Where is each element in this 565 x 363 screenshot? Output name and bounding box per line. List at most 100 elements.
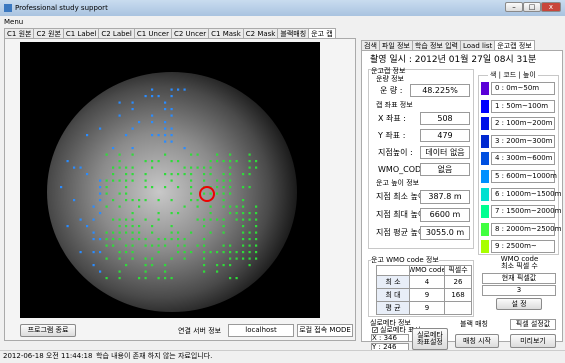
cloud-pixel (190, 186, 193, 189)
row-header: 평 균 (376, 301, 410, 315)
cloud-pixel (99, 192, 102, 195)
cloud-pixel (125, 225, 128, 228)
checkbox-label: 실로메타 표시 (380, 326, 421, 334)
legend-title: 색 | 코드 | 높이 (488, 71, 538, 79)
cloud-pixel (196, 199, 199, 202)
cloud-pixel (216, 270, 219, 273)
cloud-pixel (112, 238, 115, 241)
cloud-pixel (151, 231, 154, 234)
legend-label: 0 : 0m~50m (491, 82, 555, 95)
exit-button[interactable]: 프로그램 종료 (20, 324, 76, 337)
cloud-pixel (151, 257, 154, 260)
cloud-pixel (222, 264, 225, 267)
cloud-pixel (183, 173, 186, 176)
minimize-button[interactable]: – (505, 2, 523, 12)
field-value: 48.225% (410, 84, 470, 97)
current-pixel-value: 3 (482, 285, 556, 296)
cloud-pixel (229, 153, 232, 156)
cloud-pixel (164, 108, 167, 111)
table-cell: 9 (409, 288, 445, 302)
cloud-pixel (99, 186, 102, 189)
field-label: 운 량 : (380, 86, 403, 95)
cloud-pixel (183, 257, 186, 260)
title-bar: Professional study support – □ x (0, 0, 565, 16)
cloud-pixel (203, 218, 206, 221)
cloud-pixel (86, 134, 89, 137)
cloud-pixel (248, 160, 251, 163)
cloud-pixel (112, 199, 115, 202)
matching-button[interactable]: 매칭 시작 (455, 334, 499, 348)
cloud-pixel (170, 199, 173, 202)
cloud-pixel (222, 225, 225, 228)
menu-item[interactable]: Menu (4, 18, 24, 26)
cloud-pixel (235, 205, 238, 208)
cloud-pixel (125, 218, 128, 221)
preview-button[interactable]: 미리보기 (510, 334, 556, 348)
cloud-pixel (216, 264, 219, 267)
close-button[interactable]: x (541, 2, 561, 12)
cloud-pixel (118, 101, 121, 104)
cloud-pixel (196, 244, 199, 247)
field-label: 지점 최대 높이 : (376, 210, 431, 219)
cloud-pixel (248, 264, 251, 267)
cloud-pixel (242, 173, 245, 176)
cloud-pixel (222, 179, 225, 182)
section-title: 운량 정보 (376, 75, 404, 83)
cloud-pixel (118, 251, 121, 254)
cloud-pixel (157, 244, 160, 247)
cloud-pixel (131, 251, 134, 254)
cloud-pixel (105, 179, 108, 182)
cloud-pixel (170, 179, 173, 182)
cloud-pixel (125, 199, 128, 202)
cloud-pixel (144, 160, 147, 163)
target-circle (199, 186, 215, 202)
cloud-pixel (242, 186, 245, 189)
server-field: localhost (228, 324, 294, 337)
ceilometer-button[interactable]: 실로메타 좌표설정 (412, 328, 448, 350)
section-title: 캡 좌표 정보 (376, 101, 413, 109)
cloud-pixel (235, 212, 238, 215)
cloud-pixel (177, 160, 180, 163)
cloud-pixel (177, 244, 180, 247)
cloud-pixel (203, 257, 206, 260)
cloud-pixel (138, 205, 141, 208)
cloud-pixel (190, 231, 193, 234)
table-cell: 26 (444, 275, 472, 289)
cloud-pixel (157, 218, 160, 221)
legend-swatch (481, 82, 489, 95)
cloud-pixel (131, 108, 134, 111)
maximize-button[interactable]: □ (523, 2, 541, 12)
group-title: 실로메타 정보 (370, 319, 411, 327)
cloud-pixel (92, 264, 95, 267)
checkbox[interactable]: ✓ (372, 327, 379, 334)
cloud-pixel (118, 153, 121, 156)
cloud-pixel (209, 218, 212, 221)
cloud-pixel (229, 244, 232, 247)
cloud-pixel (229, 173, 232, 176)
field-value: 508 (420, 112, 470, 125)
cloud-pixel (157, 199, 160, 202)
cloud-pixel (177, 186, 180, 189)
set-button[interactable]: 설 정 (496, 298, 542, 310)
cloud-pixel (242, 225, 245, 228)
cloud-pixel (170, 127, 173, 130)
cloud-pixel (248, 244, 251, 247)
field-label: X 좌표 : (378, 114, 406, 123)
cloud-pixel (131, 153, 134, 156)
cloud-pixel (125, 166, 128, 169)
cloud-pixel (196, 205, 199, 208)
row-header: 최 소 (376, 275, 410, 289)
cloud-pixel (255, 166, 258, 169)
cloud-pixel (151, 121, 154, 124)
cloud-pixel (196, 166, 199, 169)
fisheye-sky (47, 72, 297, 312)
cloud-pixel (242, 218, 245, 221)
cloud-pixel (248, 218, 251, 221)
legend-swatch (481, 205, 489, 219)
cloud-pixel (112, 179, 115, 182)
cloud-pixel (157, 95, 160, 98)
cloud-pixel (144, 277, 147, 280)
wmo-min-title: WMO code 최소 픽셀 수 (500, 255, 539, 270)
cloud-pixel (144, 179, 147, 182)
cloud-pixel (170, 231, 173, 234)
